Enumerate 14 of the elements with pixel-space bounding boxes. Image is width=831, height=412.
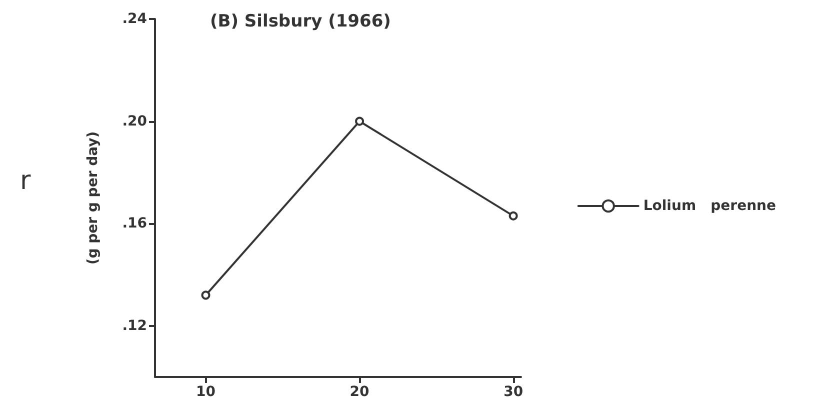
point	[508, 211, 518, 220]
y-tick-label: .12	[122, 318, 147, 334]
text: r	[20, 166, 31, 196]
x-tick-label: 10	[196, 384, 216, 400]
y-tick-label: .20	[122, 113, 148, 130]
y-tick-label: .16	[122, 216, 147, 232]
legend-label: Lolium perenne	[643, 198, 776, 214]
x-tick-label: 30	[504, 384, 524, 400]
x-tick-label: 20	[350, 384, 370, 400]
y-tick-label: .24	[122, 11, 148, 27]
y-axis-title: (g per g per day)	[85, 131, 101, 265]
point	[201, 290, 210, 300]
point	[355, 116, 364, 126]
chart-title: (B) Silsbury (1966)	[210, 12, 391, 32]
